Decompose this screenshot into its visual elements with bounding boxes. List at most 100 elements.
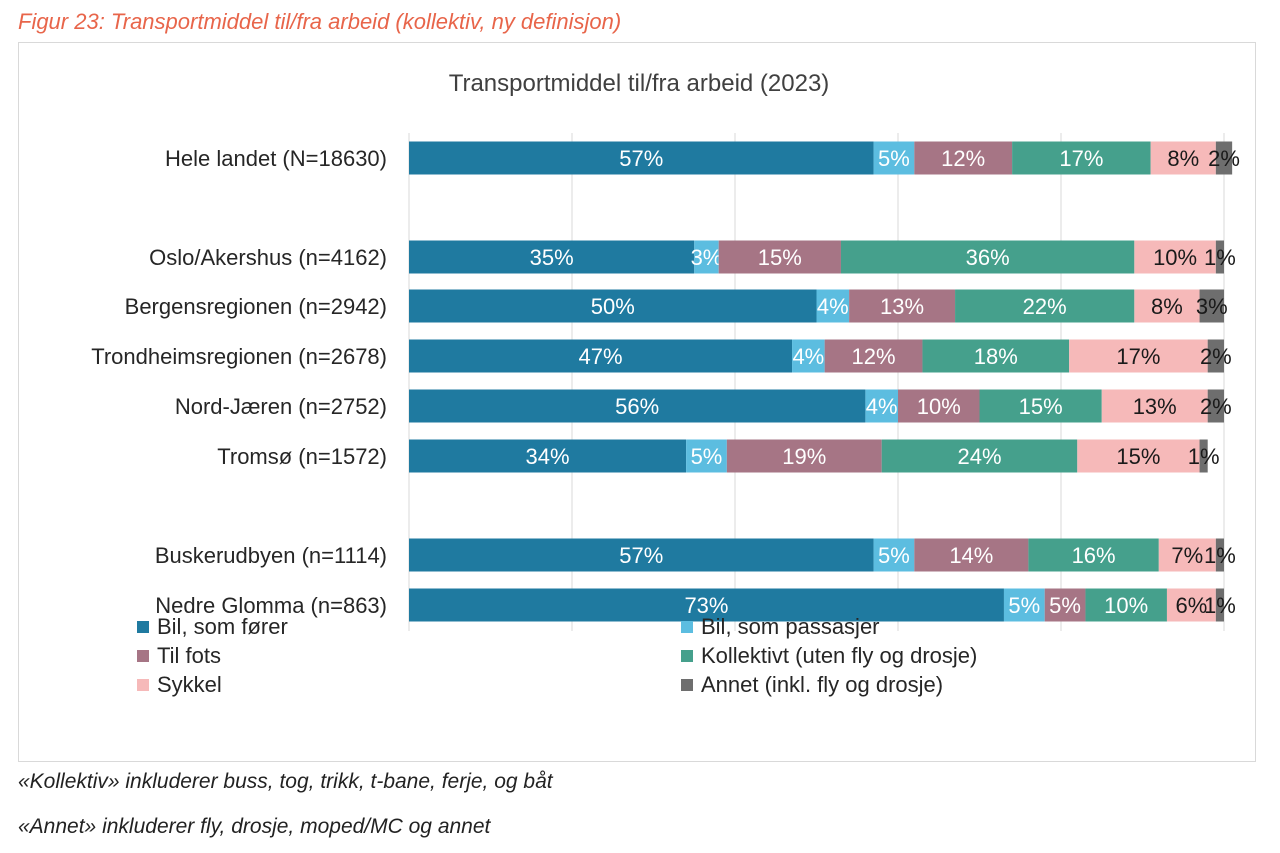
data-label: 15% (1019, 394, 1063, 419)
bar-segment (1003, 588, 1045, 622)
bar-segment (840, 240, 1135, 274)
bar-segment (914, 538, 1029, 572)
stacked-bar-chart: 57% 5% 12% 17% 8% 2% 35% 3% 15% 36% 10% 1% 50% 4% 13% 2… (91, 70, 1240, 697)
bar-segment (898, 389, 980, 423)
data-label: 36% (966, 245, 1010, 270)
bar-segment (409, 538, 874, 572)
category-label: Trondheimsregionen (n=2678) (91, 344, 387, 369)
data-label: 10% (1153, 245, 1197, 270)
data-label: 34% (526, 444, 570, 469)
data-label: 12% (852, 344, 896, 369)
data-label: 2% (1208, 146, 1240, 171)
data-label: 8% (1151, 294, 1183, 319)
data-label: 8% (1167, 146, 1199, 171)
bar-segment (1085, 588, 1167, 622)
note-annet: «Annet» inkluderer fly, drosje, moped/MC… (18, 815, 491, 838)
bar-segment (873, 538, 915, 572)
category-labels: Hele landet (N=18630) Oslo/Akershus (n=41… (91, 146, 387, 618)
legend: Bil, som fører Bil, som passasjer Til fots… (137, 614, 977, 697)
data-label: 17% (1059, 146, 1103, 171)
bars: 57% 5% 12% 17% 8% 2% 35% 3% 15% 36% 10% 1% 50% 4% 13% 2… (409, 141, 1240, 622)
legend-label: Til fots (157, 643, 221, 668)
data-label: 3% (1196, 294, 1228, 319)
bar-segment (1077, 439, 1200, 473)
data-label: 57% (619, 146, 663, 171)
category-label: Oslo/Akershus (n=4162) (149, 245, 387, 270)
bar-segment (409, 588, 1004, 622)
bar-segment (1069, 339, 1208, 373)
bar-segment (792, 339, 825, 373)
data-label: 1% (1204, 543, 1236, 568)
category-label: Hele landet (N=18630) (165, 146, 387, 171)
legend-swatch (681, 679, 693, 691)
bar-segment (1215, 240, 1224, 274)
data-label: 5% (878, 543, 910, 568)
data-label: 5% (691, 444, 723, 469)
bar-segment (1166, 588, 1216, 622)
bar-segment (718, 240, 841, 274)
bar-segment (409, 389, 866, 423)
data-label: 57% (619, 543, 663, 568)
bar-segment (409, 240, 695, 274)
category-label: Nedre Glomma (n=863) (155, 593, 387, 618)
legend-swatch (681, 621, 693, 633)
bar-segment (881, 439, 1078, 473)
legend-swatch (137, 621, 149, 633)
data-label: 22% (1023, 294, 1067, 319)
legend-label: Bil, som passasjer (701, 614, 880, 639)
legend-swatch (137, 650, 149, 662)
category-label: Tromsø (n=1572) (217, 444, 387, 469)
data-label: 5% (1049, 593, 1081, 618)
data-label: 13% (1133, 394, 1177, 419)
bar-segment (1150, 141, 1216, 175)
legend-label: Sykkel (157, 672, 222, 697)
chart-frame: 57% 5% 12% 17% 8% 2% 35% 3% 15% 36% 10% 1% 50% 4% 13% 2… (18, 42, 1256, 762)
data-label: 1% (1188, 444, 1220, 469)
category-label: Bergensregionen (n=2942) (125, 294, 387, 319)
bar-segment (1207, 389, 1224, 423)
data-label: 17% (1116, 344, 1160, 369)
bar-segment (726, 439, 882, 473)
bar-segment (1158, 538, 1216, 572)
data-label: 10% (917, 394, 961, 419)
data-label: 15% (758, 245, 802, 270)
legend-label: Annet (inkl. fly og drosje) (701, 672, 943, 697)
data-label: 12% (941, 146, 985, 171)
bar-segment (1134, 289, 1200, 323)
bar-segment (865, 389, 898, 423)
data-label: 4% (866, 394, 898, 419)
category-label: Buskerudbyen (n=1114) (155, 543, 387, 568)
bar-segment (979, 389, 1102, 423)
data-label: 6% (1176, 593, 1208, 618)
bar-segment (1207, 339, 1224, 373)
data-label: 5% (878, 146, 910, 171)
bar-segment (1044, 588, 1086, 622)
legend-swatch (137, 679, 149, 691)
legend-swatch (681, 650, 693, 662)
bar-segment (1101, 389, 1208, 423)
data-label: 16% (1072, 543, 1116, 568)
data-label: 73% (684, 593, 728, 618)
bar-segment (686, 439, 727, 473)
note-kollektiv: «Kollektiv» inkluderer buss, tog, trikk,… (18, 770, 553, 793)
data-label: 1% (1204, 245, 1236, 270)
bar-segment (816, 289, 850, 323)
bar-segment (1215, 141, 1233, 175)
data-label: 18% (974, 344, 1018, 369)
bar-segment (1215, 588, 1224, 622)
bar-segment (1134, 240, 1216, 274)
data-label: 7% (1171, 543, 1203, 568)
data-label: 2% (1200, 394, 1232, 419)
data-label: 35% (530, 245, 574, 270)
data-label: 50% (591, 294, 635, 319)
bar-segment (1028, 538, 1159, 572)
data-label: 2% (1200, 344, 1232, 369)
bar-segment (1012, 141, 1151, 175)
bar-segment (409, 339, 793, 373)
data-label: 5% (1008, 593, 1040, 618)
bar-segment (914, 141, 1013, 175)
data-label: 15% (1116, 444, 1160, 469)
data-label: 4% (792, 344, 824, 369)
data-label: 24% (957, 444, 1001, 469)
category-label: Nord-Jæren (n=2752) (175, 394, 387, 419)
